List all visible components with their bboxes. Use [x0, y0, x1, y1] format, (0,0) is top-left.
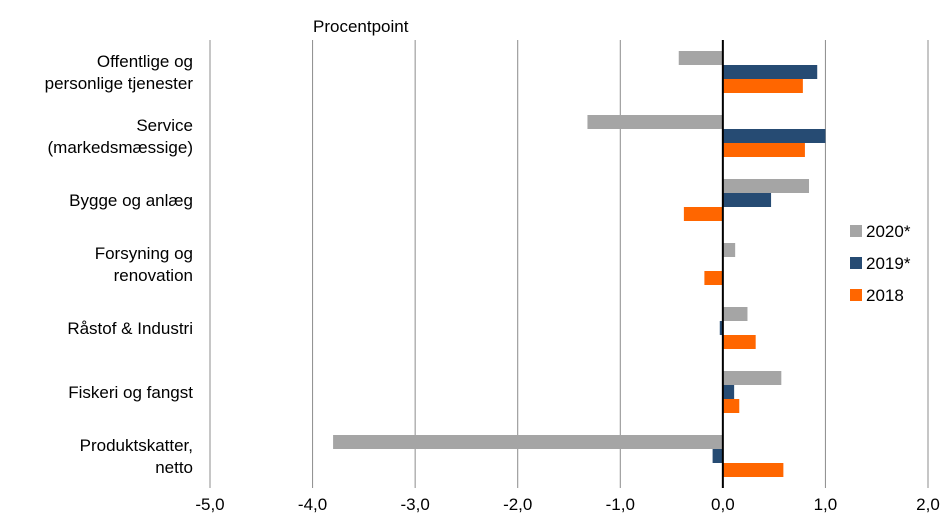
legend-label: 2019*	[866, 254, 911, 273]
bar-2020	[587, 115, 723, 129]
bar-2018	[722, 335, 756, 349]
bar-2018	[722, 399, 740, 413]
category-label: Bygge og anlæg	[69, 191, 193, 210]
bar-2019	[722, 193, 772, 207]
x-axis-tick-labels: -5,0 -4,0 -3,0 -2,0 -1,0 0,0 1,0 2,0	[195, 495, 939, 514]
legend: 2020* 2019* 2018	[850, 222, 911, 305]
category-label: Råstof & Industri	[67, 319, 193, 338]
category-label: netto	[155, 458, 193, 477]
legend-swatch	[850, 289, 862, 301]
legend-swatch	[850, 257, 862, 269]
bars	[333, 51, 826, 477]
x-tick-label: -3,0	[400, 495, 429, 514]
x-tick-label: -5,0	[195, 495, 224, 514]
category-labels: Offentlige og personlige tjenester Service…	[45, 52, 194, 477]
bar-2020	[722, 179, 810, 193]
x-tick-label: -2,0	[503, 495, 532, 514]
bar-2019	[719, 321, 723, 335]
legend-label: 2018	[866, 286, 904, 305]
category-label: Forsyning og	[95, 244, 193, 263]
bar-2019	[722, 65, 818, 79]
bar-2018	[722, 143, 805, 157]
category-label: (markedsmæssige)	[48, 138, 193, 157]
bar-2018	[722, 463, 784, 477]
category-label: personlige tjenester	[45, 74, 194, 93]
category-label: Offentlige og	[97, 52, 193, 71]
x-tick-label: -1,0	[606, 495, 635, 514]
legend-label: 2020*	[866, 222, 911, 241]
category-label: renovation	[114, 266, 193, 285]
bar-2019	[722, 385, 735, 399]
category-label: Fiskeri og fangst	[68, 383, 193, 402]
bar-2019	[712, 449, 723, 463]
unit-label: Procentpoint	[313, 17, 409, 36]
bar-2018	[722, 79, 803, 93]
bar-2018	[704, 271, 723, 285]
bar-2019	[722, 129, 826, 143]
category-label: Service	[136, 116, 193, 135]
bar-2020	[722, 371, 782, 385]
bar-2018	[683, 207, 723, 221]
bar-2020	[722, 243, 736, 257]
x-tick-label: 1,0	[814, 495, 838, 514]
bar-2020	[678, 51, 723, 65]
category-label: Produktskatter,	[80, 436, 193, 455]
legend-swatch	[850, 225, 862, 237]
x-tick-label: 0,0	[711, 495, 735, 514]
bar-2020	[333, 435, 723, 449]
x-tick-label: -4,0	[298, 495, 327, 514]
x-tick-label: 2,0	[916, 495, 940, 514]
bar-2020	[722, 307, 748, 321]
gridlines	[209, 40, 929, 488]
